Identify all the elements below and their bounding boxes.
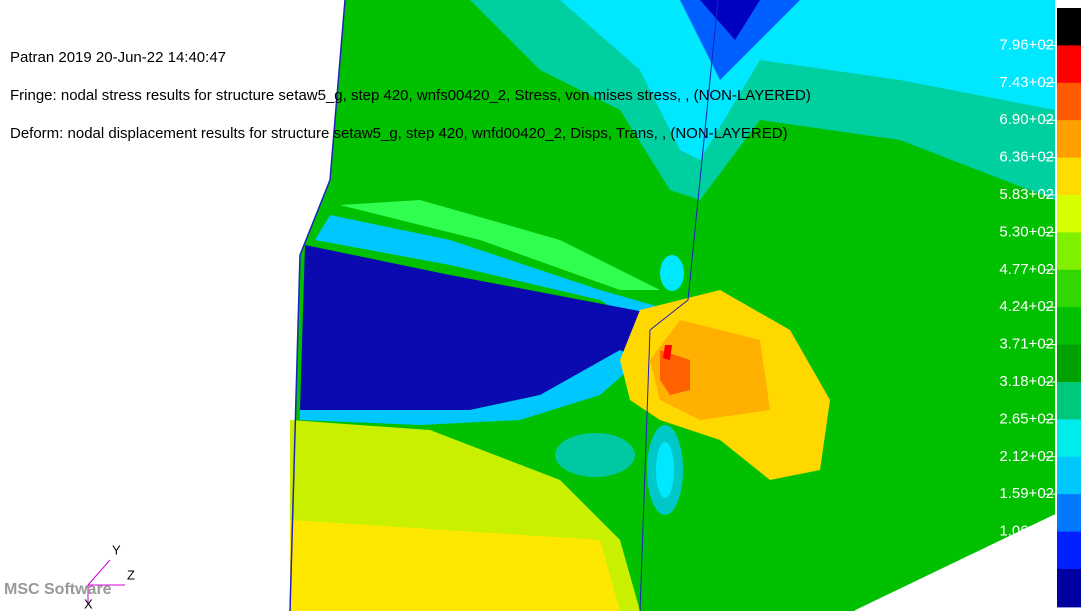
legend-label: 0. <box>1041 597 1054 611</box>
legend-label: 6.36+02 <box>999 149 1054 166</box>
header-date: Patran 2019 20-Jun-22 14:40:47 <box>10 49 226 66</box>
header-deform: Deform: nodal displacement results for s… <box>10 125 788 142</box>
legend-label: 5.30+01 <box>999 560 1054 577</box>
legend-band <box>1057 45 1081 83</box>
legend-band <box>1057 419 1081 457</box>
legend-label: 5.83+02 <box>999 186 1054 203</box>
legend-band <box>1057 195 1081 233</box>
legend-band <box>1057 382 1081 420</box>
legend-band <box>1057 569 1081 607</box>
legend-label: 2.12+02 <box>999 448 1054 465</box>
legend-label: 2.65+02 <box>999 410 1054 427</box>
patran-viewport: 7.96+02 7.43+02 6.90+02 6.36+02 5.83+02 5.30+… <box>0 0 1081 611</box>
legend-band <box>1057 457 1081 495</box>
triad-z: Z <box>127 567 135 582</box>
axis-triad: Y Z X <box>84 542 135 611</box>
legend-label: 1.59+02 <box>999 485 1054 502</box>
msc-logo: MSC Software <box>4 581 112 598</box>
legend-band <box>1057 345 1081 383</box>
triad-y: Y <box>112 542 121 557</box>
legend-label: 1.06+02 <box>999 523 1054 540</box>
legend-band <box>1057 307 1081 345</box>
legend-band <box>1057 232 1081 270</box>
legend-band <box>1057 494 1081 532</box>
header-fringe: Fringe: nodal stress results for structu… <box>10 87 811 104</box>
legend-band <box>1057 8 1081 46</box>
legend-band <box>1057 120 1081 158</box>
legend-label: 7.43+02 <box>999 74 1054 91</box>
legend-label: 4.24+02 <box>999 298 1054 315</box>
legend-label: 5.30+02 <box>999 223 1054 240</box>
legend-label: 3.18+02 <box>999 373 1054 390</box>
legend-label: 6.90+02 <box>999 111 1054 128</box>
legend-label: 4.77+02 <box>999 261 1054 278</box>
legend-band <box>1057 532 1081 570</box>
legend-label: 7.96+02 <box>999 36 1054 53</box>
legend-label: 3.71+02 <box>999 336 1054 353</box>
triad-x: X <box>84 596 93 611</box>
legend-band <box>1057 270 1081 308</box>
legend-band <box>1057 158 1081 196</box>
legend-band <box>1057 83 1081 121</box>
